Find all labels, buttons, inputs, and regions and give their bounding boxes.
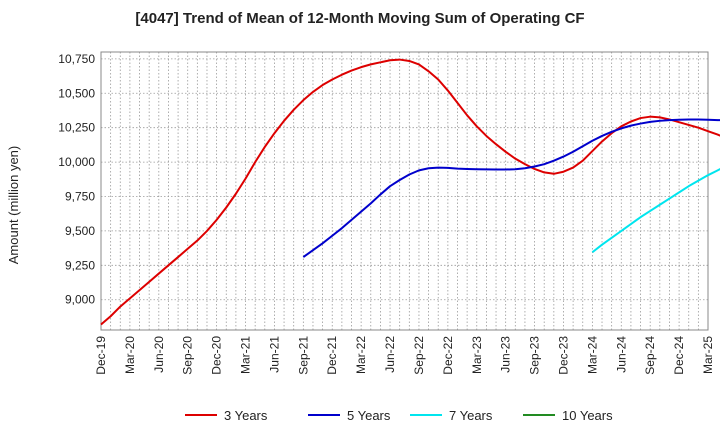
y-tick-label: 9,000 — [65, 293, 95, 307]
y-axis-title: Amount (million yen) — [6, 146, 21, 265]
x-tick-label: Jun-24 — [614, 336, 628, 373]
x-tick-label: Sep-24 — [643, 336, 657, 375]
series-line-2 — [302, 118, 720, 258]
y-tick-label: 10,750 — [58, 52, 95, 66]
x-tick-label: Jun-22 — [383, 336, 397, 373]
y-tick-label: 9,500 — [65, 224, 95, 238]
legend-label: 3 Years — [224, 408, 268, 423]
y-tick-label: 10,500 — [58, 86, 95, 100]
y-tick-label: 9,750 — [65, 190, 95, 204]
x-tick-label: Mar-23 — [470, 336, 484, 374]
x-tick-label: Mar-22 — [354, 336, 368, 374]
legend-label: 10 Years — [562, 408, 613, 423]
legend-label: 5 Years — [347, 408, 391, 423]
x-axis-ticks: Dec-19 Mar-20 Jun-20 Sep-20 Dec-20 Mar-21 Jun-… — [94, 336, 715, 375]
x-tick-label: Sep-22 — [412, 336, 426, 375]
x-tick-label: Dec-21 — [325, 336, 339, 375]
y-axis-ticks: 9,000 9,250 9,500 9,750 10,000 10,250 10,500 10… — [58, 52, 95, 307]
x-tick-label: Sep-20 — [181, 336, 195, 375]
x-tick-label: Mar-20 — [123, 336, 137, 374]
series-line-1 — [100, 58, 720, 326]
series-layer — [100, 58, 720, 326]
x-tick-label: Dec-19 — [94, 336, 108, 375]
x-tick-label: Mar-25 — [701, 336, 715, 374]
y-tick-label: 10,250 — [58, 121, 95, 135]
plot-frame — [100, 51, 709, 331]
x-tick-label: Mar-24 — [585, 336, 599, 374]
x-tick-label: Jun-21 — [267, 336, 281, 373]
x-tick-label: Jun-23 — [499, 336, 513, 373]
x-tick-label: Dec-22 — [441, 336, 455, 375]
x-tick-label: Mar-21 — [239, 336, 253, 374]
x-tick-label: Sep-23 — [528, 336, 542, 375]
series-line-3 — [591, 168, 720, 254]
y-tick-label: 9,250 — [65, 258, 95, 272]
legend: 3 Years 5 Years 7 Years 10 Years — [185, 408, 613, 423]
x-tick-label: Dec-24 — [672, 336, 686, 375]
x-tick-label: Sep-21 — [296, 336, 310, 375]
grid-layer — [100, 52, 709, 330]
x-tick-label: Dec-23 — [556, 336, 570, 375]
x-tick-label: Dec-20 — [210, 336, 224, 375]
x-tick-label: Jun-20 — [152, 336, 166, 373]
y-tick-label: 10,000 — [58, 155, 95, 169]
chart-title: [4047] Trend of Mean of 12-Month Moving … — [135, 10, 585, 27]
legend-label: 7 Years — [449, 408, 493, 423]
